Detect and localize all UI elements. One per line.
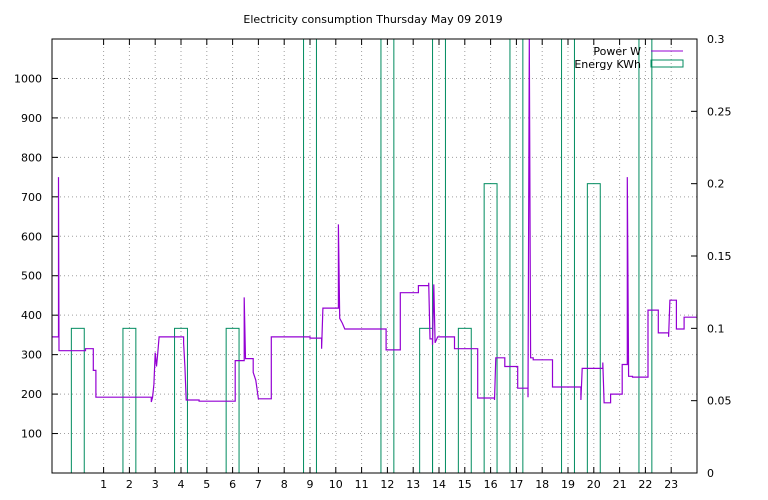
x-tick-label: 13 [406, 478, 420, 491]
legend-swatch-energy [650, 59, 684, 68]
power-series [52, 38, 697, 404]
y-tick-label: 300 [21, 349, 42, 362]
energy-bar [419, 327, 434, 474]
x-tick-label: 18 [535, 478, 549, 491]
x-tick-label: 12 [380, 478, 394, 491]
x-tick-label: 20 [587, 478, 601, 491]
y-tick-label: 700 [21, 191, 42, 204]
x-tick-label: 15 [458, 478, 472, 491]
y2-tick-label: 0.3 [707, 33, 725, 46]
x-tick-label: 19 [561, 478, 575, 491]
y-tick-label: 900 [21, 112, 42, 125]
chart-title: Electricity consumption Thursday May 09 … [243, 13, 502, 26]
y2-tick-label: 0.1 [707, 322, 725, 335]
energy-bar [70, 327, 85, 474]
x-ticks: 1 2 3 4 5 6 7 8 9 10 11 12 13 14 15 16 17 18 19 20 21 22 23 [100, 39, 678, 491]
power-line [52, 38, 697, 404]
y2-tick-label: 0.15 [707, 250, 732, 263]
y-tick-label: 400 [21, 309, 42, 322]
y2-ticks: 0 0.05 0.1 0.15 0.2 0.25 0.3 [691, 33, 732, 480]
legend-label-power: Power W [593, 45, 641, 58]
y2-tick-label: 0.2 [707, 178, 725, 191]
x-tick-label: 3 [152, 478, 159, 491]
x-tick-label: 22 [638, 478, 652, 491]
x-tick-label: 5 [203, 478, 210, 491]
y-ticks: 100 200 300 400 500 600 700 800 900 1000 [14, 72, 58, 441]
x-tick-label: 6 [229, 478, 236, 491]
x-tick-label: 9 [307, 478, 314, 491]
y-tick-label: 1000 [14, 72, 42, 85]
x-tick-label: 23 [664, 478, 678, 491]
x-tick-label: 4 [178, 478, 185, 491]
y2-tick-label: 0.05 [707, 395, 732, 408]
x-tick-label: 14 [432, 478, 446, 491]
y-tick-label: 100 [21, 428, 42, 441]
legend-label-energy: Energy KWh [574, 58, 641, 71]
y2-tick-label: 0 [707, 467, 714, 480]
x-tick-label: 16 [484, 478, 498, 491]
x-tick-label: 10 [329, 478, 343, 491]
y2-tick-label: 0.25 [707, 105, 732, 118]
x-tick-label: 1 [100, 478, 107, 491]
x-tick-label: 2 [126, 478, 133, 491]
x-tick-label: 7 [255, 478, 262, 491]
grid [52, 39, 697, 473]
legend: Power W Energy KWh [574, 45, 684, 71]
x-tick-label: 17 [509, 478, 523, 491]
y-tick-label: 800 [21, 151, 42, 164]
y-tick-label: 500 [21, 270, 42, 283]
x-tick-label: 11 [355, 478, 369, 491]
x-tick-label: 8 [281, 478, 288, 491]
x-tick-label: 21 [613, 478, 627, 491]
y-tick-label: 200 [21, 388, 42, 401]
y-tick-label: 600 [21, 230, 42, 243]
